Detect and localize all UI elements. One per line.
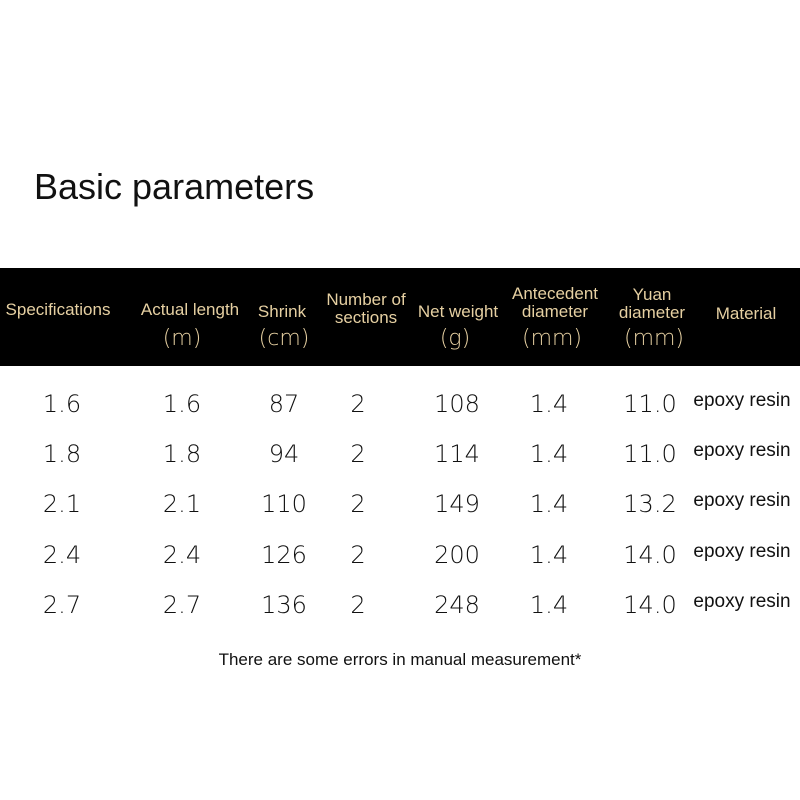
- table-cell: 1.6: [162, 390, 202, 418]
- table-cell: epoxy resin: [693, 440, 791, 461]
- unit-net-weight: (g): [439, 326, 471, 351]
- table-cell: 1.8: [42, 440, 82, 468]
- table-cell: 108: [434, 390, 480, 418]
- table-cell: epoxy resin: [693, 541, 791, 562]
- table-cell: 248: [434, 591, 480, 619]
- table-cell: 110: [261, 490, 307, 518]
- table-cell: 1.4: [529, 440, 569, 468]
- table-cell: 11.0: [623, 390, 677, 418]
- table-cell: 14.0: [623, 591, 677, 619]
- table-cell: 1.4: [529, 390, 569, 418]
- header-shrink: Shrink: [257, 302, 307, 321]
- table-cell: 87: [268, 390, 300, 418]
- table-cell: 126: [261, 541, 307, 569]
- unit-actual-length: (m): [162, 326, 202, 351]
- table-cell: 94: [268, 440, 300, 468]
- table-cell: 2.7: [42, 591, 82, 619]
- unit-yuan-diameter: (mm): [623, 326, 685, 351]
- table-cell: 2.7: [162, 591, 202, 619]
- table-cell: 2.1: [162, 490, 202, 518]
- table-cell: 2: [350, 541, 366, 569]
- footnote: There are some errors in manual measurem…: [218, 650, 582, 669]
- table-cell: 2.1: [42, 490, 82, 518]
- table-cell: 1.6: [42, 390, 82, 418]
- header-number-of-sections: Number of sections: [326, 290, 406, 327]
- table-cell: epoxy resin: [693, 390, 791, 411]
- table-cell: 1.4: [529, 541, 569, 569]
- table-cell: 2: [350, 591, 366, 619]
- table-cell: 1.4: [529, 490, 569, 518]
- header-yuan-diameter: Yuan diameter: [618, 285, 686, 322]
- table-cell: 2: [350, 390, 366, 418]
- table-cell: epoxy resin: [693, 490, 791, 511]
- table-cell: 2.4: [162, 541, 202, 569]
- table-cell: 14.0: [623, 541, 677, 569]
- table-cell: epoxy resin: [693, 591, 791, 612]
- table-cell: 2.4: [42, 541, 82, 569]
- header-antecedent-diameter: Antecedent diameter: [511, 284, 598, 321]
- table-cell: 149: [434, 490, 480, 518]
- table-cell: 114: [434, 440, 480, 468]
- header-net-weight: Net weight: [417, 302, 499, 321]
- page-title: Basic parameters: [34, 166, 315, 207]
- header-material: Material: [715, 304, 777, 323]
- table-cell: 2: [350, 440, 366, 468]
- header-actual-length: Actual length: [140, 300, 240, 319]
- table-cell: 2: [350, 490, 366, 518]
- header-specifications: Specifications: [5, 300, 111, 319]
- table-cell: 200: [434, 541, 480, 569]
- table-cell: 11.0: [623, 440, 677, 468]
- table-header: [0, 268, 800, 366]
- table-cell: 1.4: [529, 591, 569, 619]
- unit-antecedent-diameter: (mm): [521, 326, 583, 351]
- unit-shrink: (cm): [258, 326, 310, 351]
- table-cell: 13.2: [623, 490, 677, 518]
- table-cell: 1.8: [162, 440, 202, 468]
- table-cell: 136: [261, 591, 307, 619]
